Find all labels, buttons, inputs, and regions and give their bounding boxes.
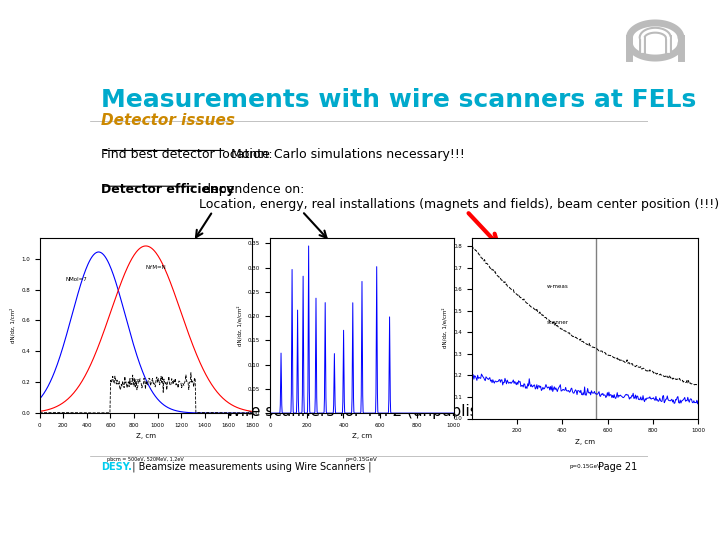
Text: Detector efficiency: Detector efficiency — [101, 183, 235, 197]
Y-axis label: dN/dz, 1/e/cm²: dN/dz, 1/e/cm² — [442, 308, 448, 348]
X-axis label: Z, cm: Z, cm — [136, 434, 156, 440]
Text: pbcm = 500eV, 520MeV, 1.2eV: pbcm = 500eV, 520MeV, 1.2eV — [107, 457, 184, 462]
Text: DESY.: DESY. — [101, 462, 132, 472]
Text: w-meas: w-meas — [546, 284, 568, 289]
Text: Detector issues: Detector issues — [101, 113, 235, 127]
Text: Wire scanners for TTF2 (unpublished): Wire scanners for TTF2 (unpublished) — [226, 404, 512, 418]
Text: dependence on:
Location, energy, real installations (magnets and fields), beam c: dependence on: Location, energy, real in… — [199, 183, 720, 211]
Text: scanner: scanner — [546, 320, 569, 326]
Text: | Beamsize measurements using Wire Scanners |: | Beamsize measurements using Wire Scann… — [126, 462, 372, 472]
X-axis label: Z, cm: Z, cm — [352, 434, 372, 440]
Text: lOkrl: lOkrl — [129, 377, 142, 382]
Text: p=0.15GeV: p=0.15GeV — [346, 457, 378, 462]
Text: Measurements with wire scanners at FELs: Measurements with wire scanners at FELs — [101, 87, 696, 112]
Text: Monte Carlo simulations necessary!!!: Monte Carlo simulations necessary!!! — [227, 148, 464, 161]
Text: p=0.15GeV: p=0.15GeV — [569, 464, 601, 469]
Y-axis label: dN/dz, 1/cm²: dN/dz, 1/cm² — [10, 308, 16, 343]
Text: Find best detector location:: Find best detector location: — [101, 148, 273, 161]
Text: NMol=7: NMol=7 — [65, 278, 87, 282]
Text: NYM=N: NYM=N — [145, 265, 166, 270]
X-axis label: Z, cm: Z, cm — [575, 439, 595, 445]
Text: Page 21: Page 21 — [598, 462, 637, 472]
Y-axis label: dN/dz, 1/e/cm²: dN/dz, 1/e/cm² — [237, 305, 243, 346]
